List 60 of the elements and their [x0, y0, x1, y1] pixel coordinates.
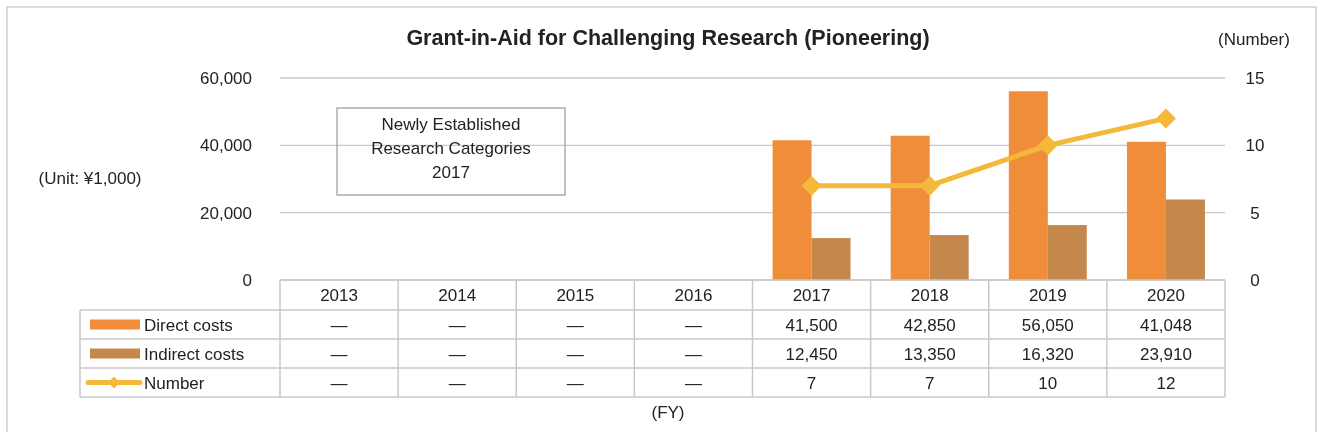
point — [919, 175, 940, 196]
data-label: 7 — [806, 373, 817, 393]
y-tick-label: 60,000 — [200, 68, 252, 88]
bar — [811, 238, 851, 280]
x-tick-label: 2014 — [438, 286, 477, 306]
text: — — [684, 315, 702, 335]
bar — [1126, 141, 1166, 280]
bar — [1165, 199, 1205, 280]
text: — — [448, 315, 466, 335]
data-label: 23,910 — [1139, 344, 1192, 364]
legend-label: Number — [144, 373, 205, 393]
data-label: 12,450 — [785, 344, 838, 364]
point — [801, 175, 822, 196]
data-label: 41,048 — [1139, 315, 1192, 335]
bar — [890, 135, 930, 280]
text: — — [566, 344, 584, 364]
x-tick-label: 2020 — [1147, 286, 1185, 306]
legend-label: Direct costs — [144, 315, 233, 335]
x-tick-label: 2016 — [674, 286, 713, 306]
data-label: 10 — [1038, 373, 1058, 393]
x-tick-label: 2019 — [1028, 286, 1067, 306]
y2-tick-label: 0 — [1250, 270, 1260, 290]
y2-tick-label: 15 — [1245, 68, 1265, 88]
bar — [1008, 91, 1048, 280]
y-tick-label: 40,000 — [200, 136, 252, 156]
text: — — [448, 373, 466, 393]
y2-tick-label: 10 — [1245, 136, 1265, 156]
y-tick-label: 0 — [242, 270, 252, 290]
bar — [1047, 225, 1087, 280]
data-label: 56,050 — [1021, 315, 1074, 335]
legend-label: Indirect costs — [144, 344, 245, 364]
text: (FY) — [651, 403, 685, 422]
text: — — [566, 315, 584, 335]
x-tick-label: 2017 — [792, 286, 831, 306]
annotation: Newly Established Research Categories 2017 — [371, 115, 531, 182]
y-axis-title: (Unit: ¥1,000) — [38, 168, 142, 188]
data-label: 41,500 — [785, 315, 838, 335]
text: — — [330, 315, 348, 335]
text: — — [330, 373, 348, 393]
y-tick-label: 20,000 — [200, 203, 252, 223]
text: — — [566, 373, 584, 393]
data-label: 42,850 — [903, 315, 956, 335]
bar — [929, 235, 969, 280]
chart-title: Grant-in-Aid for Challenging Research (Pioneering) — [406, 26, 930, 50]
y2-axis-title: (Number) — [1218, 30, 1290, 49]
text: — — [684, 344, 702, 364]
text: — — [448, 344, 466, 364]
data-label: 12 — [1156, 373, 1176, 393]
point — [1155, 108, 1176, 129]
data-label: 13,350 — [903, 344, 956, 364]
x-tick-label: 2018 — [910, 286, 949, 306]
data-label: 7 — [924, 373, 935, 393]
bar — [772, 140, 812, 280]
data-label: 16,320 — [1021, 344, 1074, 364]
point — [1037, 135, 1058, 156]
y2-tick-label: 5 — [1250, 203, 1260, 223]
x-tick-label: 2013 — [320, 286, 358, 306]
x-tick-label: 2015 — [556, 286, 595, 306]
text: — — [684, 373, 702, 393]
text: — — [330, 344, 348, 364]
